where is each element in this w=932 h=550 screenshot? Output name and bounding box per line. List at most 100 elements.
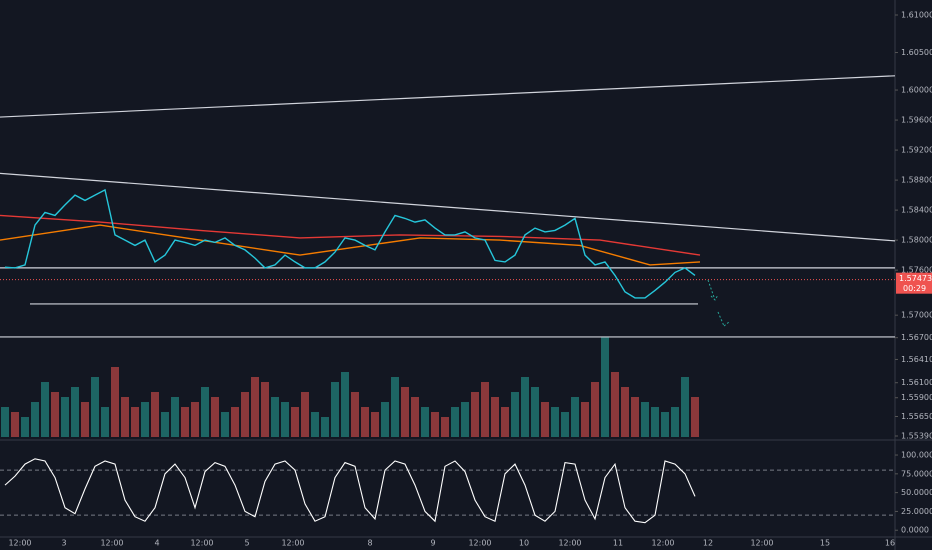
- countdown-label: 00:29: [903, 284, 926, 293]
- x-tick-label: 12:00: [100, 539, 123, 548]
- volume-bar: [461, 402, 469, 437]
- volume-bar: [61, 397, 69, 437]
- y-tick-label: 1.58000: [901, 236, 932, 245]
- x-tick-label: 4: [154, 539, 159, 548]
- volume-bar: [391, 377, 399, 437]
- x-tick-label: 12:00: [281, 539, 304, 548]
- y-tick-label: 1.61000: [901, 11, 932, 20]
- price-line: [0, 224, 701, 266]
- volume-bar: [241, 392, 249, 437]
- x-tick-label: 9: [430, 539, 435, 548]
- volume-bar: [371, 412, 379, 437]
- y-tick-label: 1.60500: [901, 48, 932, 57]
- volume-bar: [481, 382, 489, 437]
- volume-bar: [621, 387, 629, 437]
- volume-bar: [311, 412, 319, 437]
- volume-bar: [531, 387, 539, 437]
- volume-bar: [131, 407, 139, 437]
- volume-bar: [601, 337, 609, 437]
- volume-bar: [511, 392, 519, 437]
- stoch-tick-label: 100.0000: [901, 451, 932, 460]
- annotation-arrow: [707, 279, 730, 327]
- x-tick-label: 5: [244, 539, 249, 548]
- last-price-label: 1.57473: [899, 274, 932, 283]
- volume-bar: [231, 407, 239, 437]
- y-tick-label: 1.56700: [901, 333, 932, 342]
- y-tick-label: 1.60000: [901, 86, 932, 95]
- y-tick-label: 1.59200: [901, 146, 932, 155]
- stoch-tick-label: 50.0000: [901, 488, 932, 497]
- volume-bar: [551, 407, 559, 437]
- volume-bar: [281, 402, 289, 437]
- volume-bar: [11, 412, 19, 437]
- volume-bar: [191, 402, 199, 437]
- x-tick-label: 12:00: [651, 539, 674, 548]
- volume-bar: [81, 402, 89, 437]
- volume-bar: [691, 397, 699, 437]
- volume-bar: [431, 412, 439, 437]
- y-tick-label: 1.56410: [901, 355, 932, 364]
- volume-bar: [291, 407, 299, 437]
- y-tick-label: 1.55650: [901, 412, 932, 421]
- volume-bar: [31, 402, 39, 437]
- volume-bar: [41, 382, 49, 437]
- last-price-box: [896, 272, 932, 294]
- x-tick-label: 12:00: [750, 539, 773, 548]
- volume-bar: [201, 387, 209, 437]
- volume-bar: [491, 397, 499, 437]
- x-tick-label: 12:00: [8, 539, 31, 548]
- volume-bar: [221, 412, 229, 437]
- volume-bar: [541, 402, 549, 437]
- volume-bar: [1, 407, 9, 437]
- volume-bar: [591, 382, 599, 437]
- volume-bar: [261, 382, 269, 437]
- volume-bar: [611, 372, 619, 437]
- volume-bar: [441, 417, 449, 437]
- volume-bar: [21, 417, 29, 437]
- volume-bar: [401, 387, 409, 437]
- volume-bar: [271, 397, 279, 437]
- volume-bar: [471, 392, 479, 437]
- stoch-tick-label: 75.0000: [901, 469, 932, 478]
- y-tick-label: 1.58800: [901, 176, 932, 185]
- volume-bar: [381, 402, 389, 437]
- volume-bar: [181, 407, 189, 437]
- volume-bar: [351, 392, 359, 437]
- volume-bar: [521, 377, 529, 437]
- volume-bar: [421, 407, 429, 437]
- volume-bar: [251, 377, 259, 437]
- volume-bar: [171, 397, 179, 437]
- y-tick-label: 1.57000: [901, 311, 932, 320]
- volume-bar: [151, 392, 159, 437]
- volume-bar: [341, 372, 349, 437]
- volume-bar: [91, 377, 99, 437]
- stoch-line: [4, 458, 696, 524]
- volume-bar: [631, 397, 639, 437]
- volume-bar: [121, 397, 129, 437]
- volume-bar: [71, 387, 79, 437]
- x-tick-label: 12:00: [558, 539, 581, 548]
- volume-bar: [161, 412, 169, 437]
- x-tick-label: 12: [703, 539, 713, 548]
- x-tick-label: 16: [885, 539, 895, 548]
- volume-bar: [411, 397, 419, 437]
- volume-bar: [581, 402, 589, 437]
- volume-bar: [641, 402, 649, 437]
- volume-bar: [211, 397, 219, 437]
- volume-bar: [501, 407, 509, 437]
- volume-bar: [141, 402, 149, 437]
- volume-bar: [451, 407, 459, 437]
- y-tick-label: 1.58400: [901, 206, 932, 215]
- volume-bar: [51, 392, 59, 437]
- volume-bar: [111, 367, 119, 437]
- x-tick-label: 12:00: [468, 539, 491, 548]
- volume-bar: [671, 407, 679, 437]
- volume-bar: [361, 407, 369, 437]
- price-line: [0, 214, 701, 256]
- price-line: [4, 188, 696, 299]
- volume-bar: [681, 377, 689, 437]
- volume-bar: [101, 407, 109, 437]
- x-tick-label: 11: [613, 539, 623, 548]
